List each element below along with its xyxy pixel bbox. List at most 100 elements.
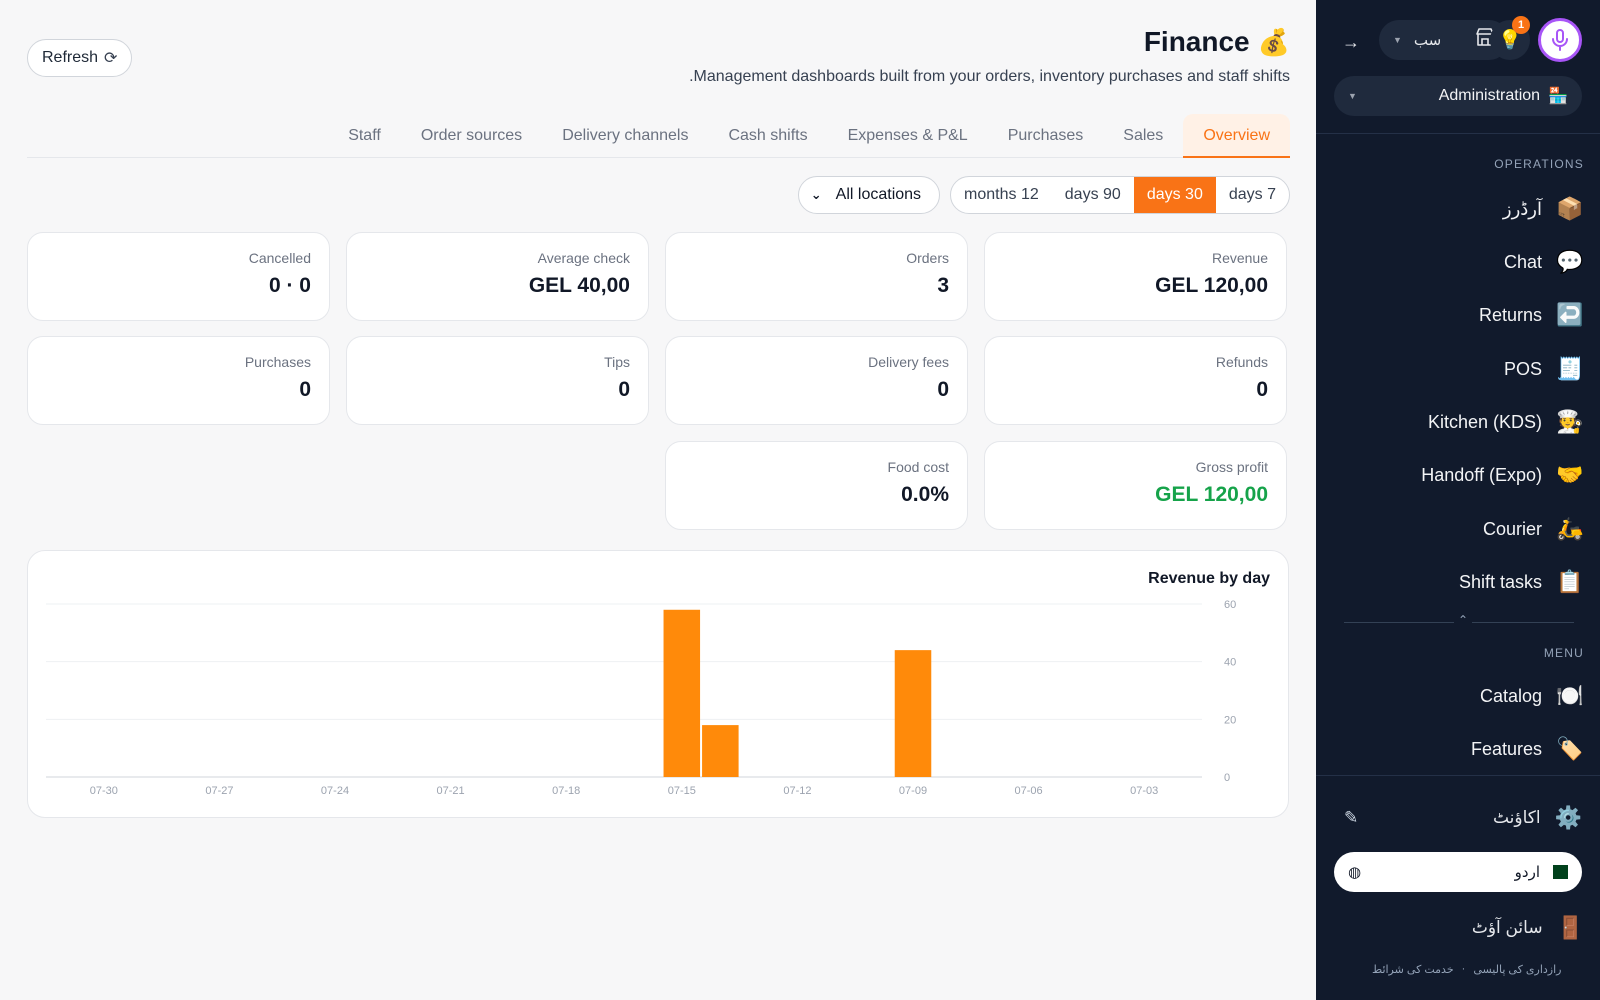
legal-links: خدمت کی شرائط · رازداری کی پالیسی	[1372, 963, 1561, 976]
chart-bar	[663, 609, 701, 777]
nav-item-shift-tasks[interactable]: Shift tasks 📋	[1334, 559, 1584, 605]
chevron-down-icon: ⌄	[810, 187, 822, 202]
nav-item-label: Shift tasks	[1458, 571, 1542, 592]
scooter-icon: 🛵	[1556, 516, 1584, 541]
card-cancelled: Cancelled 0 · 0	[27, 232, 330, 321]
language-selector[interactable]: ◍ اردو	[1334, 852, 1582, 892]
card-tips: Tips 0	[346, 336, 649, 425]
x-tick-label: 07-30	[90, 785, 118, 797]
money-bag-icon: 💰	[1257, 26, 1290, 57]
clipboard-icon: 📋	[1556, 569, 1584, 594]
y-tick-label: 0	[1224, 772, 1230, 784]
signout-button[interactable]: سائن آؤٹ 🚪	[1472, 912, 1584, 944]
tab-delivery-channels[interactable]: Delivery channels	[562, 127, 689, 144]
chevron-up-icon[interactable]: ⌃	[1454, 613, 1473, 627]
sidebar: → ▼ سب 💡 1 ▼ Administration 🏪 OPERATIONS…	[1316, 0, 1600, 1000]
nav-item-label: Chat	[1503, 251, 1542, 272]
nav-item-label: Returns	[1478, 304, 1542, 325]
card-orders: Orders 3	[665, 232, 968, 321]
range-months-12[interactable]: months 12	[964, 186, 1039, 203]
role-selector[interactable]: ▼ Administration 🏪	[1334, 76, 1582, 116]
card-gross-profit: Gross profit GEL 120,00	[984, 441, 1287, 530]
nav-item-returns[interactable]: Returns ↩️	[1334, 292, 1584, 338]
nav-item-label: POS	[1503, 358, 1542, 379]
card-delivery-fees: Delivery fees 0	[665, 336, 968, 425]
location-select[interactable]: ⌄ All locations	[797, 176, 941, 214]
range-days-7[interactable]: days 7	[1228, 186, 1276, 203]
card-label: Orders	[906, 250, 949, 266]
revenue-chart: 0 20 40 60 07-30 07-27 07-24 07-21 07-18 07-15 07-…	[46, 599, 1236, 797]
card-label: Food cost	[887, 459, 949, 475]
page-title: Finance	[1143, 26, 1250, 57]
card-value: GEL 120,00	[1155, 274, 1268, 297]
page-header: Finance 💰	[1144, 26, 1290, 58]
nav-item-courier[interactable]: Courier 🛵	[1334, 506, 1584, 552]
x-tick-label: 07-12	[783, 785, 811, 797]
receipt-icon: 🧾	[1556, 356, 1584, 381]
nav-item-label: Kitchen (KDS)	[1427, 411, 1542, 432]
package-icon: 📦	[1556, 196, 1584, 221]
card-value: GEL 120,00	[1155, 483, 1268, 506]
tab-bar: Staff Order sources Delivery channels Ca…	[27, 114, 1290, 158]
range-days-30[interactable]: days 30	[1133, 177, 1216, 213]
tab-staff[interactable]: Staff	[348, 127, 381, 144]
speech-bubble-icon: 💬	[1556, 249, 1584, 274]
microphone-button[interactable]	[1538, 18, 1582, 62]
x-tick-label: 07-06	[1015, 785, 1043, 797]
role-selector-label: Administration	[1438, 87, 1541, 104]
tab-cash-shifts[interactable]: Cash shifts	[728, 127, 808, 144]
account-row[interactable]: ✎ اکاؤنٹ ⚙️	[1344, 802, 1582, 834]
y-tick-label: 40	[1224, 657, 1236, 669]
tab-overview[interactable]: Overview	[1183, 114, 1290, 158]
range-days-90[interactable]: days 90	[1064, 186, 1121, 203]
nav-item-label: Features	[1470, 738, 1542, 759]
card-value: 0.0%	[901, 483, 949, 506]
y-tick-label: 20	[1224, 714, 1236, 726]
microphone-icon	[1552, 29, 1568, 51]
refresh-label: Refresh	[42, 49, 99, 66]
card-label: Revenue	[1211, 250, 1268, 266]
x-tick-label: 07-27	[205, 785, 233, 797]
pencil-icon[interactable]: ✎	[1344, 808, 1359, 827]
card-label: Tips	[604, 354, 630, 370]
account-label: اکاؤنٹ	[1492, 808, 1541, 827]
nav-item-orders[interactable]: آرڈرز 📦	[1334, 186, 1584, 232]
tab-purchases[interactable]: Purchases	[1007, 127, 1084, 144]
nav-item-handoff[interactable]: Handoff (Expo) 🤝	[1334, 452, 1584, 498]
nav-item-label: آرڈرز	[1502, 198, 1542, 219]
revenue-chart-card: Revenue by day 0 20 40 60 07-30 07-27 07-24 07-…	[27, 550, 1289, 818]
tag-icon: 🏷️	[1556, 736, 1584, 761]
store-selector[interactable]: ▼ سب	[1379, 20, 1509, 60]
nav-item-features[interactable]: Features 🏷️	[1334, 726, 1584, 772]
card-refunds: Refunds 0	[984, 336, 1287, 425]
signout-label: سائن آؤٹ	[1471, 918, 1543, 937]
tab-sales[interactable]: Sales	[1123, 127, 1164, 144]
x-tick-label: 07-15	[668, 785, 696, 797]
card-value: 3	[937, 274, 949, 297]
nav-item-catalog[interactable]: Catalog 🍽️	[1334, 673, 1584, 719]
collapse-sidebar-arrow-icon[interactable]: →	[1342, 32, 1360, 52]
card-value: 0 · 0	[268, 274, 311, 297]
x-tick-label: 07-18	[552, 785, 580, 797]
card-value: 0	[299, 378, 311, 401]
card-label: Purchases	[244, 354, 311, 370]
nav-item-pos[interactable]: POS 🧾	[1334, 346, 1584, 392]
tab-order-sources[interactable]: Order sources	[420, 127, 523, 144]
nav-item-kitchen[interactable]: Kitchen (KDS) 🧑‍🍳	[1334, 399, 1584, 445]
tab-expenses-pl[interactable]: Expenses & P&L	[847, 127, 968, 144]
card-value: GEL 40,00	[528, 274, 630, 297]
terms-link[interactable]: خدمت کی شرائط	[1372, 964, 1454, 976]
card-purchases: Purchases 0	[27, 336, 330, 425]
privacy-link[interactable]: رازداری کی پالیسی	[1473, 964, 1562, 976]
language-label: اردو	[1514, 864, 1540, 881]
cook-icon: 🧑‍🍳	[1556, 409, 1584, 434]
x-tick-label: 07-24	[321, 785, 349, 797]
card-revenue: Revenue GEL 120,00	[984, 232, 1287, 321]
pakistan-flag-icon	[1548, 865, 1568, 879]
nav-item-chat[interactable]: Chat 💬	[1334, 239, 1584, 285]
divider	[1316, 133, 1600, 134]
x-tick-label: 07-21	[437, 785, 465, 797]
card-label: Refunds	[1215, 354, 1268, 370]
card-label: Average check	[537, 250, 630, 266]
refresh-button[interactable]: Refresh ⟳	[27, 39, 133, 77]
